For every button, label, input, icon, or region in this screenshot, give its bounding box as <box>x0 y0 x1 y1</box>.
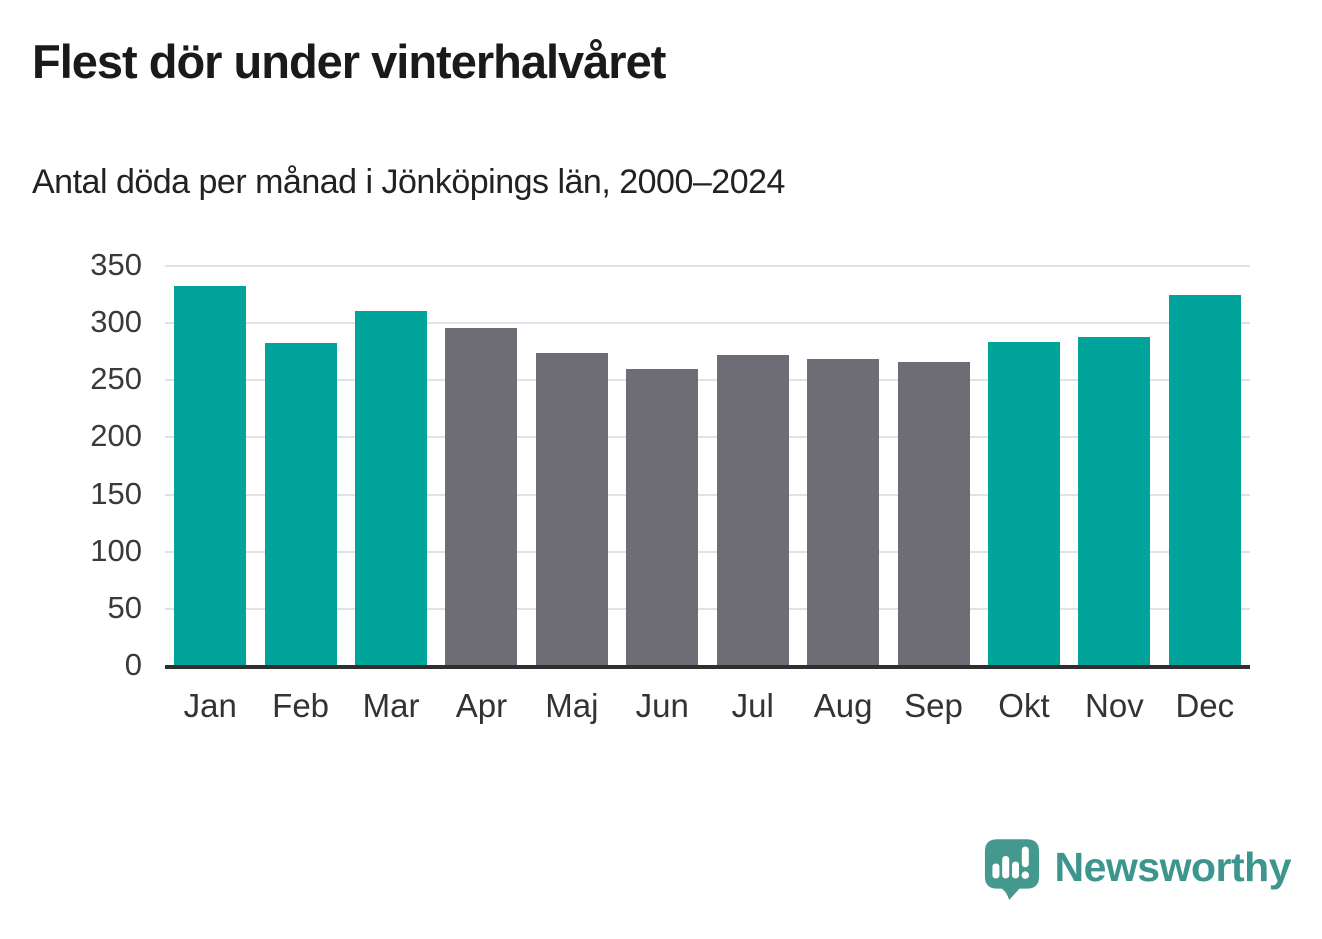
bar-slot-jan: Jan <box>165 265 255 724</box>
bar-jun <box>626 369 699 665</box>
bar-slot-jul: Jul <box>708 265 798 724</box>
gridline-250 <box>165 379 1250 382</box>
x-tick-label-dec: Dec <box>1175 687 1235 724</box>
x-tick-label-mar: Mar <box>362 687 420 724</box>
y-tick-label-0: 0 <box>124 647 142 682</box>
bar-slot-apr: Apr <box>436 265 526 724</box>
bar-slot-aug: Aug <box>798 265 888 724</box>
bar-sep <box>897 362 970 665</box>
bar-okt <box>987 341 1060 665</box>
x-tick-label-jul: Jul <box>731 687 774 724</box>
bar-maj <box>535 353 608 665</box>
x-tick-label-sep: Sep <box>904 687 963 724</box>
y-tick-label-300: 300 <box>90 304 142 340</box>
plot-area: Jan Feb Mar Apr Maj Jun Jul Aug Sep Okt Nov Dec <box>165 265 1250 724</box>
newsworthy-logo-icon <box>984 838 1040 907</box>
y-tick-label-100: 100 <box>90 532 142 568</box>
y-tick-label-350: 350 <box>90 247 142 282</box>
x-tick-label-aug: Aug <box>813 687 873 724</box>
bar-slot-dec: Dec <box>1160 265 1250 724</box>
chart-subtitle: Antal döda per månad i Jönköpings län, 2… <box>32 163 785 201</box>
y-tick-label-250: 250 <box>90 361 142 397</box>
bar-feb <box>264 342 337 665</box>
x-tick-label-apr: Apr <box>455 687 508 724</box>
brand-name: Newsworthy <box>1054 844 1292 890</box>
bar-jan <box>174 285 247 665</box>
x-tick-label-nov: Nov <box>1085 687 1144 724</box>
y-tick-label-50: 50 <box>107 589 142 625</box>
page-title: Flest dör under vinterhalvåret <box>32 35 666 88</box>
gridline-350 <box>165 265 1250 267</box>
bar-dec <box>1168 294 1241 665</box>
x-tick-label-maj: Maj <box>545 687 599 724</box>
gridline-300 <box>165 322 1250 325</box>
x-tick-label-okt: Okt <box>998 687 1050 724</box>
bar-slot-feb: Feb <box>255 265 345 724</box>
y-axis: 0 50 100 150 200 250 300 350 <box>0 247 142 682</box>
x-tick-label-feb: Feb <box>272 687 330 724</box>
gridline-200 <box>165 436 1250 439</box>
bar-apr <box>445 327 518 665</box>
bar-slot-sep: Sep <box>888 265 978 724</box>
bar-jul <box>716 355 789 665</box>
bar-aug <box>807 358 880 665</box>
bar-mar <box>355 310 428 665</box>
bar-slot-nov: Nov <box>1069 265 1159 724</box>
bar-slot-okt: Okt <box>979 265 1069 724</box>
bar-slot-jun: Jun <box>617 265 707 724</box>
x-tick-label-jun: Jun <box>635 687 689 724</box>
gridline-100 <box>165 550 1250 553</box>
bar-slot-maj: Maj <box>527 265 617 724</box>
gridline-150 <box>165 493 1250 496</box>
y-tick-label-200: 200 <box>90 418 142 454</box>
y-tick-label-150: 150 <box>90 475 142 511</box>
bar-nov <box>1078 337 1151 665</box>
bar-slot-mar: Mar <box>346 265 436 724</box>
brand-footer: Newsworthy <box>984 838 1292 907</box>
x-tick-label-jan: Jan <box>183 687 237 724</box>
gridline-50 <box>165 607 1250 610</box>
